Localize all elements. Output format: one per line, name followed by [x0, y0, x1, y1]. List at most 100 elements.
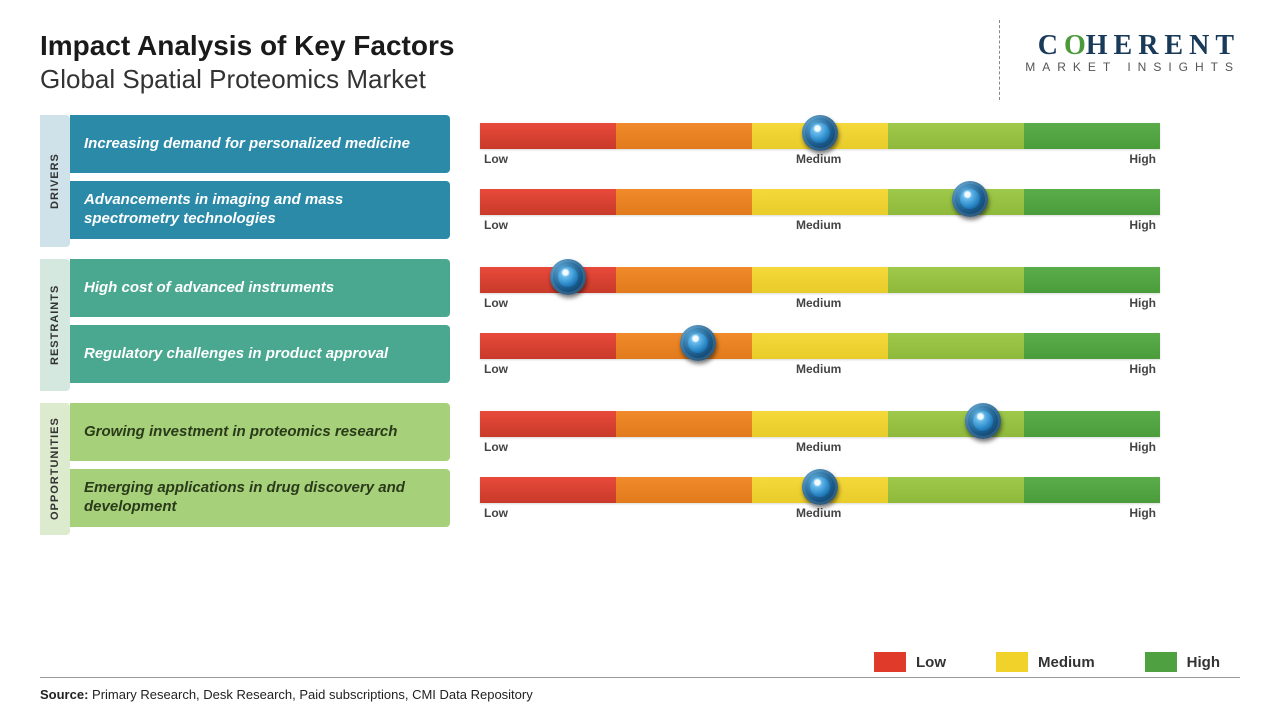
gauge-segment-orange: [616, 189, 752, 215]
logo-text-herent: HERENT: [1086, 30, 1240, 61]
gauge-segment-lightgreen: [888, 411, 1024, 437]
brand-logo: COHERENT MARKET INSIGHTS: [1025, 30, 1240, 74]
gauge-label-low: Low: [484, 362, 508, 376]
gauge-label-low: Low: [484, 506, 508, 520]
category-rows: High cost of advanced instrumentsLowMedi…: [70, 259, 1240, 391]
gauge-label-medium: Medium: [796, 440, 841, 454]
gauge-axis-labels: Low Medium High: [480, 506, 1160, 520]
gauge-label-low: Low: [484, 218, 508, 232]
gauge-label-high: High: [1129, 362, 1156, 376]
factor-row: Growing investment in proteomics researc…: [70, 403, 1240, 461]
factor-label: Advancements in imaging and mass spectro…: [70, 181, 450, 239]
gauge-segment-green: [1024, 189, 1160, 215]
impact-gauge: [480, 333, 1160, 359]
factor-label: Increasing demand for personalized medic…: [70, 115, 450, 173]
gauge-segment-green: [1024, 267, 1160, 293]
gauge-label-low: Low: [484, 296, 508, 310]
impact-gauge: [480, 189, 1160, 215]
logo-divider: [999, 20, 1000, 100]
gauge-axis-labels: Low Medium High: [480, 296, 1160, 310]
factor-row: Regulatory challenges in product approva…: [70, 325, 1240, 383]
gauge-axis-labels: Low Medium High: [480, 440, 1160, 454]
factor-row: High cost of advanced instrumentsLowMedi…: [70, 259, 1240, 317]
gauge-segment-lightgreen: [888, 333, 1024, 359]
gauge-marker: [550, 259, 586, 295]
gauge-segment-red: [480, 477, 616, 503]
category-block: OPPORTUNITIESGrowing investment in prote…: [40, 403, 1240, 535]
factor-label: Growing investment in proteomics researc…: [70, 403, 450, 461]
impact-gauge: [480, 123, 1160, 149]
gauge-label-medium: Medium: [796, 218, 841, 232]
divider: [40, 677, 1240, 678]
gauge-segment-green: [1024, 477, 1160, 503]
source-label: Source:: [40, 687, 88, 702]
legend-item: Medium: [996, 652, 1095, 672]
gauge-segment-red: [480, 333, 616, 359]
gauge-segment-orange: [616, 267, 752, 293]
category-block: RESTRAINTSHigh cost of advanced instrume…: [40, 259, 1240, 391]
category-label: OPPORTUNITIES: [40, 403, 70, 535]
gauge-axis-labels: LowMediumHigh: [480, 362, 1160, 376]
gauge-label-high: High: [1129, 152, 1156, 166]
gauge-marker: [952, 181, 988, 217]
gauge-segment-red: [480, 267, 616, 293]
impact-gauge: [480, 267, 1160, 293]
gauge-wrap: Low Medium High: [480, 181, 1240, 239]
gauge-marker: [802, 115, 838, 151]
factor-row: Increasing demand for personalized medic…: [70, 115, 1240, 173]
legend-label: Low: [916, 654, 946, 671]
gauge-segment-lightgreen: [888, 123, 1024, 149]
factor-label: Emerging applications in drug discovery …: [70, 469, 450, 527]
gauge-segment-green: [1024, 123, 1160, 149]
category-block: DRIVERSIncreasing demand for personalize…: [40, 115, 1240, 247]
gauge-label-high: High: [1129, 440, 1156, 454]
gauge-label-high: High: [1129, 296, 1156, 310]
legend-label: Medium: [1038, 654, 1095, 671]
gauge-segment-yellow: [752, 411, 888, 437]
category-rows: Increasing demand for personalized medic…: [70, 115, 1240, 247]
logo-text-c: C: [1038, 30, 1064, 61]
legend-swatch: [1145, 652, 1177, 672]
gauge-label-high: High: [1129, 506, 1156, 520]
gauge-segment-orange: [616, 123, 752, 149]
gauge-segment-red: [480, 123, 616, 149]
legend-label: High: [1187, 654, 1220, 671]
gauge-segment-red: [480, 189, 616, 215]
gauge-segment-lightgreen: [888, 267, 1024, 293]
gauge-wrap: LowMediumHigh: [480, 115, 1240, 173]
gauge-label-medium: Medium: [796, 506, 841, 520]
gauge-segment-red: [480, 411, 616, 437]
gauge-segment-green: [1024, 411, 1160, 437]
logo-line1: COHERENT: [1025, 30, 1240, 62]
gauge-segment-green: [1024, 333, 1160, 359]
gauge-axis-labels: Low Medium High: [480, 218, 1160, 232]
gauge-marker: [965, 403, 1001, 439]
legend-item: High: [1145, 652, 1220, 672]
gauge-segment-yellow: [752, 333, 888, 359]
gauge-marker: [680, 325, 716, 361]
category-label: DRIVERS: [40, 115, 70, 247]
gauge-wrap: Low Medium High: [480, 469, 1240, 527]
gauge-label-medium: Medium: [796, 296, 841, 310]
gauge-axis-labels: LowMediumHigh: [480, 152, 1160, 166]
logo-line2: MARKET INSIGHTS: [1025, 60, 1240, 74]
content-area: DRIVERSIncreasing demand for personalize…: [0, 105, 1280, 535]
gauge-label-high: High: [1129, 218, 1156, 232]
factor-label: Regulatory challenges in product approva…: [70, 325, 450, 383]
category-label: RESTRAINTS: [40, 259, 70, 391]
header: Impact Analysis of Key Factors Global Sp…: [0, 0, 1280, 105]
gauge-label-low: Low: [484, 440, 508, 454]
gauge-segment-yellow: [752, 189, 888, 215]
gauge-segment-lightgreen: [888, 477, 1024, 503]
legend-swatch: [874, 652, 906, 672]
legend-item: Low: [874, 652, 946, 672]
gauge-label-low: Low: [484, 152, 508, 166]
gauge-wrap: LowMediumHigh: [480, 325, 1240, 383]
impact-gauge: [480, 411, 1160, 437]
impact-gauge: [480, 477, 1160, 503]
legend: Low Medium High: [874, 652, 1220, 672]
source-citation: Source: Primary Research, Desk Research,…: [40, 687, 533, 702]
gauge-wrap: Low Medium High: [480, 259, 1240, 317]
gauge-segment-yellow: [752, 267, 888, 293]
gauge-segment-orange: [616, 411, 752, 437]
